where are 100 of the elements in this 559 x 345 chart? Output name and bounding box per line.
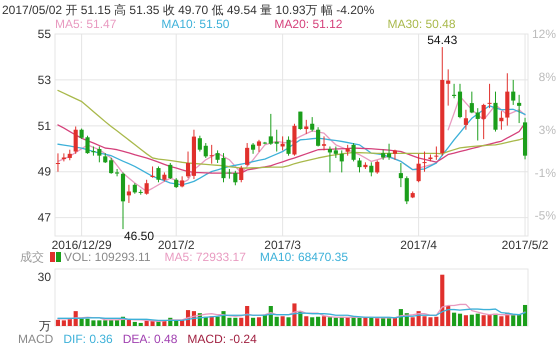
bar xyxy=(91,320,96,326)
y2-tick-label: -5% xyxy=(534,208,556,223)
bar xyxy=(216,316,220,326)
candlestick xyxy=(464,109,468,130)
bar xyxy=(256,317,262,326)
y-tick-label: 49 xyxy=(38,164,52,179)
y-tick-label: 47 xyxy=(38,210,52,225)
candlestick xyxy=(488,83,492,109)
candlestick xyxy=(375,160,380,174)
candlestick xyxy=(346,144,350,156)
bar xyxy=(56,320,60,326)
bar xyxy=(115,320,120,326)
y-tick-label: 51 xyxy=(38,118,52,133)
line-series xyxy=(57,105,526,186)
chart-title: 2017/05/02 开 51.15 高 51.35 收 49.70 低 49.54 量 10.93万 幅 -4.20% xyxy=(2,3,375,17)
text: MA10: 68470.35 xyxy=(260,250,348,264)
candlestick xyxy=(97,146,102,163)
candlestick xyxy=(340,150,344,173)
candlestick xyxy=(56,152,60,172)
x-tick-label: 2016/12/29 xyxy=(52,238,112,252)
candlestick xyxy=(144,179,149,196)
text: MACD xyxy=(18,332,54,345)
candlestick xyxy=(245,142,250,166)
legend-title: 成交 xyxy=(20,250,44,264)
bar xyxy=(227,318,232,326)
text: MA5: 72933.17 xyxy=(164,250,246,264)
text: DEA: 0.48 xyxy=(122,332,178,345)
bar xyxy=(482,315,486,326)
y2-tick-label: 12% xyxy=(532,27,556,41)
bar xyxy=(522,304,528,326)
candlestick xyxy=(398,162,403,188)
annotation: 46.50 xyxy=(124,229,154,244)
candlestick xyxy=(369,162,374,177)
bar xyxy=(280,316,285,326)
x-tick-label: 2017/4 xyxy=(400,238,438,252)
bar xyxy=(452,312,456,326)
candlestick xyxy=(74,126,78,154)
candlestick xyxy=(392,149,398,160)
y-tick-label: 55 xyxy=(38,27,52,41)
bar xyxy=(422,316,427,326)
bar xyxy=(357,318,362,326)
candlestick xyxy=(256,139,262,152)
candlestick xyxy=(286,136,291,156)
text: MA30: 50.48 xyxy=(387,17,456,31)
bar xyxy=(233,318,238,326)
bar xyxy=(286,317,291,326)
candlestick xyxy=(517,94,522,124)
bar xyxy=(126,320,131,326)
candlestick xyxy=(386,143,392,160)
candlestick xyxy=(216,150,220,164)
candlestick xyxy=(470,91,474,114)
bar xyxy=(251,318,256,326)
annotation: 54.43 xyxy=(427,33,458,48)
text: DIF: 0.36 xyxy=(63,332,114,345)
bar xyxy=(428,317,433,326)
candlestick xyxy=(298,111,302,130)
candlestick xyxy=(482,103,486,140)
candlestick xyxy=(310,116,314,132)
candlestick xyxy=(352,142,356,162)
candlestick xyxy=(357,157,362,173)
text: MA20: 51.12 xyxy=(274,17,343,31)
candlestick xyxy=(416,153,421,183)
bar xyxy=(304,316,308,326)
text: MACD: -0.24 xyxy=(187,332,258,345)
y2-tick-label: 3% xyxy=(538,123,556,138)
candlestick xyxy=(334,146,338,158)
candlestick xyxy=(322,136,326,151)
candlestick xyxy=(156,166,161,183)
legend-label: VOL: 109293.11 xyxy=(64,250,151,264)
x-tick-label: 2017/5/2 xyxy=(502,238,549,252)
candlestick xyxy=(227,168,232,180)
candlestick xyxy=(168,162,172,180)
candlestick xyxy=(80,128,84,140)
candlestick xyxy=(210,144,214,164)
candlestick xyxy=(251,142,256,154)
candlestick xyxy=(304,119,308,134)
candlestick xyxy=(434,146,438,160)
text: MA5: 51.47 xyxy=(55,17,117,31)
candlestick xyxy=(126,184,131,204)
candlestick xyxy=(328,146,332,173)
bar xyxy=(458,314,462,326)
bar xyxy=(144,320,149,326)
bar xyxy=(369,318,374,326)
y-axis-title: 万 xyxy=(39,319,51,333)
candlestick xyxy=(381,149,386,160)
candlestick xyxy=(476,108,480,142)
y2-tick-label: 8% xyxy=(538,70,556,84)
y2-tick-label: -1% xyxy=(534,166,556,180)
x-tick-label: 2017/2 xyxy=(158,238,195,252)
bar xyxy=(464,315,468,326)
candlestick xyxy=(422,151,427,172)
y-tick-label: 53 xyxy=(38,72,52,87)
candlestick xyxy=(233,170,238,186)
x-tick-label: 2017/3 xyxy=(264,238,302,252)
bar xyxy=(488,314,492,326)
candlestick xyxy=(316,126,320,147)
bar xyxy=(85,318,90,326)
candlestick xyxy=(404,176,409,205)
bar xyxy=(80,318,84,326)
candlestick xyxy=(280,136,285,151)
